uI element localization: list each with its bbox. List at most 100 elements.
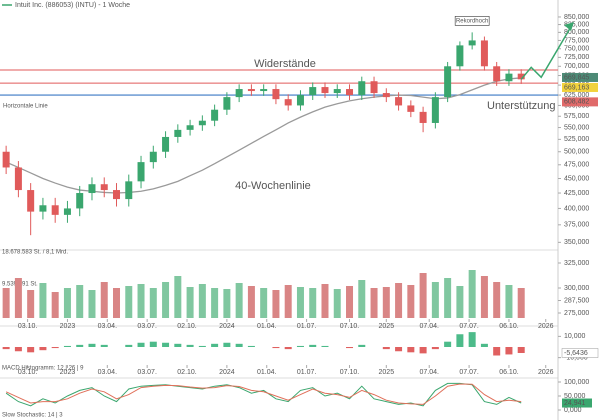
macd-bar <box>358 344 366 347</box>
volume-bar <box>333 289 341 318</box>
volume-bar <box>63 288 71 318</box>
y-tick-label: 275,000 <box>564 310 589 317</box>
volume-bar <box>113 288 121 318</box>
macd-bar <box>419 347 427 354</box>
x-tick-label: 01.07. <box>297 323 317 330</box>
x-tick-label: 07.10. <box>340 323 360 330</box>
macd-bar <box>284 347 292 350</box>
macd-bar <box>2 347 10 350</box>
y-tick-label: 475,000 <box>564 162 589 169</box>
x-tick-label: 07.10. <box>340 369 360 376</box>
price-badge <box>562 97 598 107</box>
candle-body <box>235 89 243 98</box>
candle-body <box>431 97 439 123</box>
y-tick-label: 625,000 <box>564 92 589 99</box>
volume-bar <box>137 284 145 318</box>
y-tick-label: 10,000 <box>564 333 586 340</box>
y-tick-label: 550,000 <box>564 124 589 131</box>
x-tick-label: 2026 <box>538 369 554 376</box>
candle-body <box>137 162 145 182</box>
x-tick-label: 2023 <box>60 323 76 330</box>
candle-body <box>100 184 108 191</box>
x-tick-label: 03.07. <box>137 369 157 376</box>
x-tick-label: 02.10. <box>177 369 197 376</box>
volume-bar <box>198 284 206 318</box>
volume-bar <box>2 288 10 318</box>
volume-bar <box>14 278 22 318</box>
volume-bar <box>444 278 452 318</box>
macd-bar <box>76 344 84 347</box>
y-tick-label: 350,000 <box>564 239 589 246</box>
volume-bar <box>456 286 464 318</box>
volume-bar <box>309 288 317 318</box>
macd-bar <box>27 347 35 353</box>
y-tick-label: 725,000 <box>564 54 589 61</box>
candle-body <box>370 81 378 94</box>
y-tick-label: 325,000 <box>564 260 589 267</box>
macd-bar <box>456 334 464 347</box>
candle-body <box>284 99 292 106</box>
x-tick-label: 07.04. <box>419 369 439 376</box>
volume-bar <box>51 292 59 318</box>
macd-bar <box>382 347 390 350</box>
trend-arrow <box>520 24 573 80</box>
volume-bar <box>284 285 292 318</box>
y-tick-label: 300,000 <box>564 285 589 292</box>
volume-bar <box>247 286 255 318</box>
macd-bar <box>63 345 71 347</box>
y-tick-label: 400,000 <box>564 205 589 212</box>
macd-bar <box>125 344 133 347</box>
candle-body <box>125 181 133 200</box>
y-tick-label: 575,000 <box>564 113 589 120</box>
trend-arrow-head <box>564 22 574 31</box>
y-tick-label: 850,000 <box>564 14 589 21</box>
last-value-badge <box>562 398 592 408</box>
volume-bar <box>358 280 366 318</box>
y-tick-label: 700,000 <box>564 63 589 70</box>
volume-bar <box>76 285 84 318</box>
y-tick-label: 425,000 <box>564 190 589 197</box>
macd-bar <box>431 347 439 350</box>
y-tick-label: 100,000 <box>564 379 589 386</box>
candle-body <box>51 205 59 215</box>
price-badge <box>562 72 598 82</box>
volume-bar <box>419 273 427 318</box>
candle-body <box>382 93 390 98</box>
y-tick-label: 750,000 <box>564 46 589 53</box>
annotation-label: Rekordhoch <box>456 18 488 24</box>
candle-body <box>444 66 452 98</box>
candle-body <box>468 40 476 46</box>
x-tick-label: 2023 <box>60 369 76 376</box>
price-badge-label: 608,482 <box>564 99 589 106</box>
candle-body <box>309 87 317 96</box>
x-tick-label: 03.10. <box>18 369 38 376</box>
x-tick-label: 2024 <box>219 369 235 376</box>
candle-body <box>480 40 488 67</box>
support-label: Unterstützung <box>487 100 555 112</box>
macd-bar <box>174 343 182 347</box>
volume-bar <box>27 290 35 318</box>
macd-bar <box>137 342 145 347</box>
macd-bar <box>346 347 354 349</box>
last-value-label: -5,6436 <box>564 350 588 357</box>
candle-body <box>113 190 121 200</box>
volume-bar <box>505 285 513 318</box>
candle-body <box>419 111 427 123</box>
x-tick-label: 02.10. <box>177 323 197 330</box>
candle-body <box>260 89 268 92</box>
annotation-box <box>454 16 490 26</box>
volume-bar <box>321 284 329 318</box>
last-value-label: 24,941 <box>564 400 586 407</box>
y-tick-label: -10,000 <box>564 354 588 361</box>
x-tick-label: 07.07. <box>459 323 479 330</box>
volume-bar <box>517 288 525 318</box>
volume-bar <box>493 282 501 318</box>
price-badge-label: 669,163 <box>564 84 589 91</box>
candle-body <box>517 73 525 80</box>
volume-bar <box>260 288 268 318</box>
price-badge-label: 669,845 <box>564 74 589 81</box>
volume-bar <box>480 276 488 318</box>
candle-body <box>174 129 182 137</box>
candle-body <box>162 136 170 152</box>
macd-bar <box>272 347 280 349</box>
